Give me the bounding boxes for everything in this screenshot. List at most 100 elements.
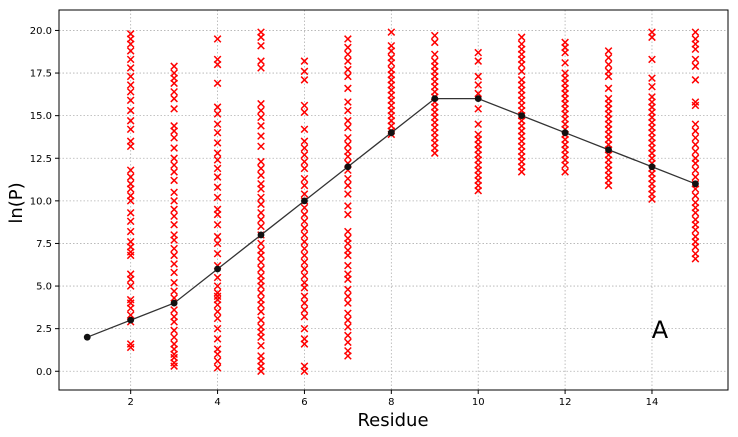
scatter-point [170, 231, 178, 239]
scatter-point [257, 316, 265, 324]
scatter-point [300, 190, 309, 198]
scatter-point [170, 122, 178, 130]
scatter-point [300, 244, 309, 253]
scatter-point [257, 164, 265, 173]
scatter-point [344, 35, 352, 43]
scatter-point [170, 294, 178, 302]
scatter-point [126, 81, 135, 89]
scatter-point [170, 133, 178, 142]
scatter-point [257, 215, 265, 224]
scatter-point [300, 164, 309, 173]
scatter-point [126, 282, 135, 290]
scatter-point [517, 76, 526, 84]
scatter-point [344, 270, 352, 278]
scatter-point [213, 149, 222, 157]
scatter-point [344, 299, 352, 307]
scatter-point [430, 38, 439, 47]
x-tick-label: 4 [214, 397, 220, 408]
y-tick-label: 20.0 [30, 26, 52, 37]
scatter-point [344, 84, 352, 93]
scatter-point [126, 191, 135, 200]
scatter-point [300, 292, 309, 301]
line-point [692, 180, 699, 188]
scatter-point [691, 55, 700, 64]
scatter-point [126, 237, 135, 246]
scatter-point [691, 35, 700, 43]
scatter-point [170, 205, 178, 214]
line-point [214, 265, 221, 273]
scatter-point [170, 260, 178, 268]
x-tick-label: 10 [472, 397, 485, 408]
scatter-point [126, 295, 135, 304]
scatter-point [213, 164, 222, 173]
line-point [301, 197, 308, 205]
scatter-point [257, 295, 265, 304]
scatter-point [213, 139, 222, 147]
scatter-point [474, 89, 483, 98]
scatter-point [257, 341, 265, 350]
scatter-point [126, 179, 135, 188]
scatter-point [213, 345, 222, 353]
line-series [83, 95, 699, 341]
scatter-point [170, 87, 178, 96]
scatter-point [170, 105, 178, 113]
scatter-point [300, 203, 309, 212]
y-tick-label: 17.5 [30, 69, 52, 80]
scatter-point [213, 273, 222, 282]
scatter-point [257, 179, 265, 188]
scatter-point [517, 40, 526, 48]
scatter-point [257, 132, 265, 140]
scatter-point [344, 57, 352, 65]
scatter-point [430, 50, 439, 59]
scatter-point [213, 79, 222, 88]
plot-frame [58, 9, 729, 391]
line-point [83, 333, 91, 341]
scatter-point [126, 227, 135, 236]
scatter-point [691, 191, 700, 200]
scatter-point [300, 251, 309, 260]
scatter-point [126, 106, 135, 115]
scatter-point [213, 249, 222, 258]
scatter-point [213, 357, 222, 365]
scatter-point [691, 62, 700, 71]
scatter-point [691, 133, 700, 142]
scatter-point [257, 258, 265, 267]
scatter-point [344, 147, 352, 156]
scatter-point [300, 299, 309, 307]
scatter-point [126, 137, 135, 146]
scatter-point [300, 335, 309, 343]
scatter-point [300, 265, 309, 273]
scatter-point [344, 323, 352, 331]
scatter-point [300, 217, 309, 226]
scatter-point [213, 156, 222, 164]
scatter-point [430, 57, 439, 65]
scatter-point [604, 94, 613, 103]
x-tick-label: 2 [127, 397, 133, 408]
y-tick-label: 5.0 [36, 282, 52, 293]
scatter-point [300, 108, 309, 117]
line-point [605, 146, 612, 154]
scatter-point [561, 168, 569, 176]
line-point [127, 316, 135, 324]
scatter-point [257, 289, 265, 297]
scatter-point [300, 324, 309, 333]
scatter-point [648, 28, 656, 36]
scatter-point [344, 43, 352, 52]
scatter-point [257, 323, 265, 331]
scatter-point [300, 306, 309, 314]
scatter-point [257, 113, 265, 122]
scatter-point [300, 101, 309, 110]
scatter-point [300, 312, 309, 321]
scatter-point [126, 251, 135, 260]
scatter-point [126, 30, 135, 38]
line-point [431, 95, 439, 103]
x-tick-label: 8 [388, 397, 394, 408]
y-tick-label: 2.5 [36, 324, 52, 335]
scatter-point [648, 74, 656, 82]
scatter-point [604, 47, 613, 55]
scatter-point [344, 50, 352, 59]
scatter-point [170, 220, 178, 229]
scatter-point [257, 122, 265, 130]
scatter-point [387, 65, 396, 74]
scatter-point [474, 81, 483, 89]
